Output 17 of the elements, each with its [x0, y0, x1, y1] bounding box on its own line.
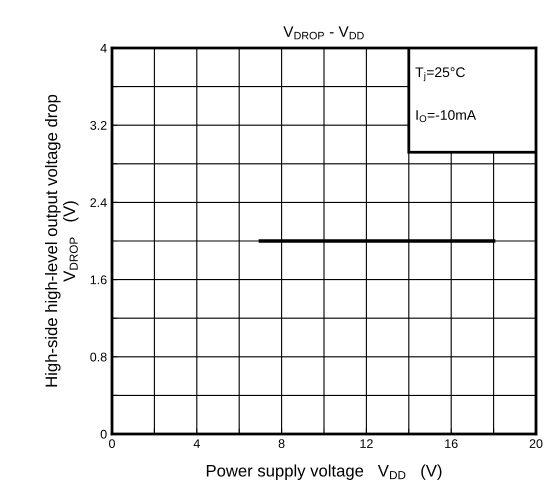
y-tick-label: 2.4	[90, 198, 107, 207]
x-tick-label: 12	[360, 439, 373, 448]
y-tick-label: 4	[100, 44, 107, 53]
annotation: T$_{j}$=25°C	[415, 67, 465, 82]
y-tick-label: 3.2	[90, 121, 107, 130]
x-tick-label: 8	[278, 439, 285, 448]
annotation: I$_{O}$=-10mA	[416, 110, 476, 122]
text: High-side high-level output voltage drop V$_{DROP}$ (V)	[45, 94, 79, 386]
y-tick-label: 1.6	[90, 275, 107, 284]
chart-title: V$_{DROP}$ - V$_{DD}$	[283, 26, 364, 40]
x-tick-label: 20	[530, 439, 542, 448]
y-tick-label: 0	[100, 430, 107, 439]
x-tick-label: 4	[194, 439, 200, 448]
y-tick-label: 0.8	[90, 352, 107, 362]
x-tick-label: 16	[445, 439, 458, 448]
x-tick-label: 0	[109, 439, 115, 448]
text: Power supply voltage V$_{DD}$ (V)	[206, 464, 442, 480]
